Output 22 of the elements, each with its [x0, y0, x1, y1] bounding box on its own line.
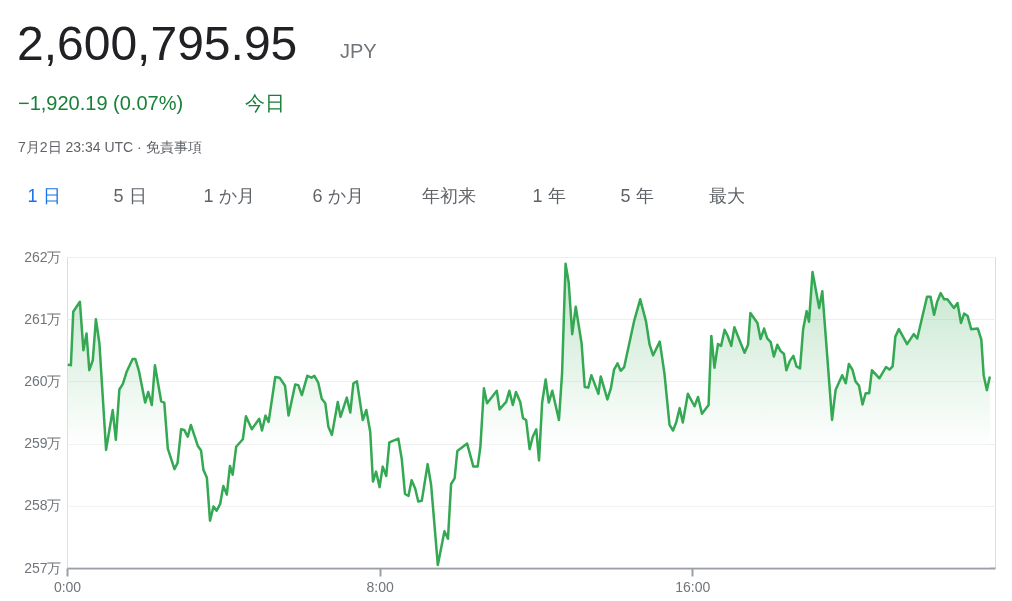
- y-tick-label: 260万: [24, 372, 62, 389]
- text: JPY: [340, 40, 377, 62]
- y-tick-label: 257万: [24, 559, 62, 576]
- y-tick-label: 261万: [24, 310, 62, 327]
- text: 6 か月: [312, 186, 364, 206]
- x-tick-label: 8:00: [366, 578, 394, 595]
- text: 年初来: [422, 186, 476, 206]
- y-tick-label: 258万: [24, 497, 62, 514]
- text: −1,920.19 (0.07%): [18, 92, 184, 114]
- text: 5 日: [113, 186, 147, 206]
- text: 今日: [245, 92, 285, 114]
- text: 7月2日 23:34 UTC · 免責事項: [18, 139, 202, 155]
- text: 1 日: [27, 186, 61, 206]
- text: 最大: [709, 186, 745, 206]
- text: 1 年: [532, 186, 566, 206]
- x-tick-label: 16:00: [675, 578, 711, 595]
- chart-title: 2,600,795.95: [17, 17, 298, 70]
- y-tick-label: 262万: [24, 248, 62, 265]
- y-tick-label: 259万: [24, 435, 62, 452]
- x-tick-label: 0:00: [53, 578, 82, 595]
- text: 5 年: [620, 186, 654, 206]
- text: 1 か月: [203, 186, 255, 206]
